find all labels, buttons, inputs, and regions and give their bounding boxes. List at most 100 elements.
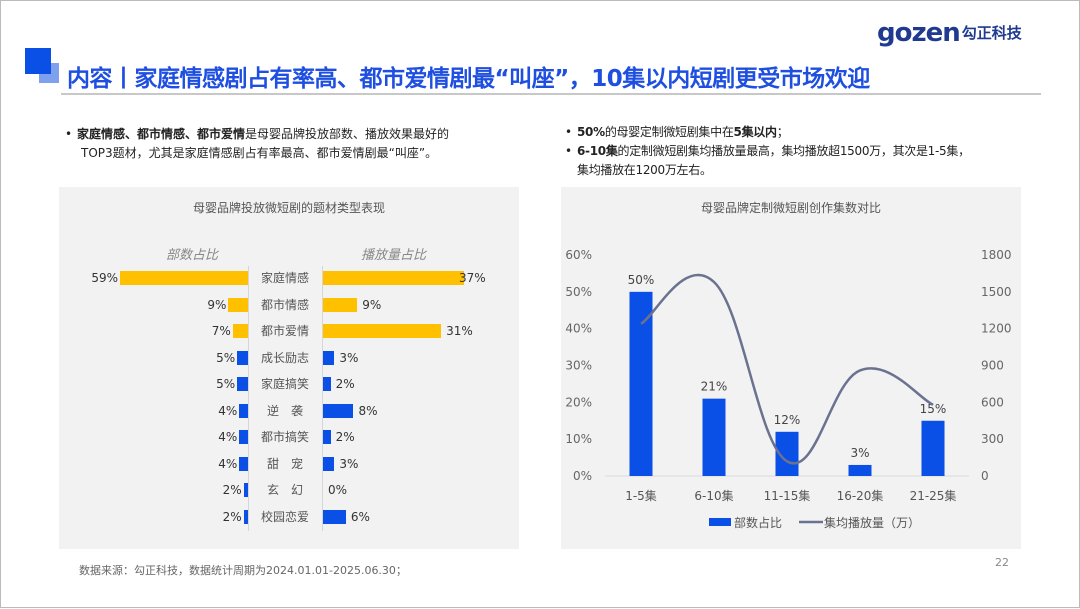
category-label: 都市搞笑 [260,430,309,444]
page-number: 22 [995,556,1009,569]
category-label: 校园恋爱 [260,509,309,524]
y-left-tick: 50% [565,285,592,299]
bar [702,398,726,476]
left-bar [237,377,248,391]
left-bar-label: 4% [218,456,238,471]
bullet-text: ； [776,125,789,139]
category-label: 逆 袭 [266,403,303,418]
genre-chart-panel: 母婴品牌投放微短剧的题材类型表现 [59,187,519,549]
left-bar [243,509,248,524]
right-bar-label: 9% [362,297,382,312]
right-bar [323,430,331,444]
logo-text: gozen [877,18,961,48]
y-left-tick: 0% [573,469,592,483]
y-right-tick: 300 [981,432,1004,446]
category-label: 玄 幻 [266,483,303,497]
category-label: 成长励志 [260,350,309,365]
legend-bar-swatch [709,518,731,526]
legend-line-label: 集均播放量（万） [824,515,920,530]
bar [775,431,799,476]
left-bar-label: 59% [91,271,118,285]
right-bar [323,509,346,524]
right-bar-label: 6% [350,509,370,524]
left-header: 部数占比 [166,248,219,263]
divider-right [322,266,323,531]
y-right-tick: 0 [981,469,989,483]
bar-data-label: 50% [628,273,655,287]
logo: gozen 勾正科技 [877,19,1022,47]
bullet-text: 的母婴定制微短剧集中在 [604,125,734,139]
right-bar [323,377,331,391]
left-bar-label: 5% [216,377,236,391]
logo-cn: 勾正科技 [961,24,1022,42]
left-bullet: • 家庭情感、都市情感、都市爱情是母婴品牌投放部数、播放效果最好的 TOP3题材，… [65,127,450,160]
bar [921,420,945,476]
right-bar-label: 2% [335,430,355,444]
bar-data-label: 3% [850,446,869,460]
right-bar-label: 8% [358,403,378,418]
left-bar [237,350,248,365]
right-bar [323,271,464,285]
left-bar-label: 4% [218,403,238,418]
y-left-tick: 20% [565,395,592,409]
right-bar-label: 3% [339,456,359,471]
y-right-tick: 900 [981,359,1004,373]
bullet-text: 是母婴品牌投放部数、播放效果最好的 [245,127,450,141]
bullet-bold: 家庭情感、都市情感、都市爱情 [77,127,246,141]
left-bar [239,456,248,471]
left-bar [239,430,248,444]
right-bar-label: 37% [459,271,486,285]
right-bar [323,297,358,312]
bullet-bold: 5集以内 [733,125,777,139]
x-tick: 6-10集 [694,488,733,503]
right-bar-label: 3% [339,350,359,365]
bar [629,291,653,476]
right-bar [323,350,335,365]
x-tick: 16-20集 [837,488,884,503]
x-tick: 11-15集 [764,488,811,503]
y-right-tick: 1200 [981,322,1012,336]
bullet-text: 集均播放在1200万左右。 [577,163,712,177]
bullet-text: TOP3题材，尤其是家庭情感剧占有率最高、都市爱情剧最“叫座”。 [81,146,438,160]
right-bullets: • 50%的母婴定制微短剧集中在5集以内； • 6-10集的定制微短剧集均播放量最高… [565,125,971,177]
left-bar-label: 7% [211,324,231,338]
x-tick: 21-25集 [910,488,957,503]
page-title: 内容丨家庭情感剧占有率高、都市爱情剧最“叫座”，10集以内短剧更受市场欢迎 [67,66,870,92]
bar [848,464,872,476]
right-bar-label: 31% [446,324,473,338]
category-label: 都市爱情 [260,324,309,338]
data-source: 数据来源：勾正科技，数据统计周期为2024.01.01-2025.06.30； [79,564,407,577]
y-right-tick: 1800 [981,248,1012,262]
y-left-tick: 10% [565,432,592,446]
right-bar-label: 2% [335,377,355,391]
right-header: 播放量占比 [361,248,427,263]
y-right-tick: 1500 [981,285,1012,299]
line-series [640,273,934,465]
left-bar-label: 5% [216,350,236,365]
category-label: 家庭情感 [260,271,309,285]
category-label: 家庭搞笑 [260,377,309,391]
bullet-text: 的定制微短剧集均播放量最高，集均播放超1500万，其次是1-5集， [617,144,971,158]
episodes-chart-panel: 母婴品牌定制微短剧创作集数对比 [561,187,1021,549]
left-bar-label: 9% [207,297,227,312]
chart-title: 母婴品牌定制微短剧创作集数对比 [700,201,881,215]
bar-data-label: 12% [774,413,801,427]
x-tick: 1-5集 [625,488,657,503]
category-label: 甜 宠 [266,456,303,471]
divider-left [248,266,249,531]
left-bar-label: 4% [218,430,238,444]
y-left-tick: 40% [565,322,592,336]
title-accent [25,48,51,74]
right-bar [323,403,354,418]
left-bar [232,324,248,338]
left-bar-label: 2% [222,509,242,524]
left-bar [243,483,248,497]
y-right-tick: 600 [981,395,1004,409]
bullet-bold: 6-10集 [577,144,618,158]
y-left-tick: 30% [565,359,592,373]
bar-data-label: 15% [920,402,947,416]
legend-bar-label: 部数占比 [734,515,782,530]
chart-title: 母婴品牌投放微短剧的题材类型表现 [192,201,385,215]
right-bar [323,324,442,338]
